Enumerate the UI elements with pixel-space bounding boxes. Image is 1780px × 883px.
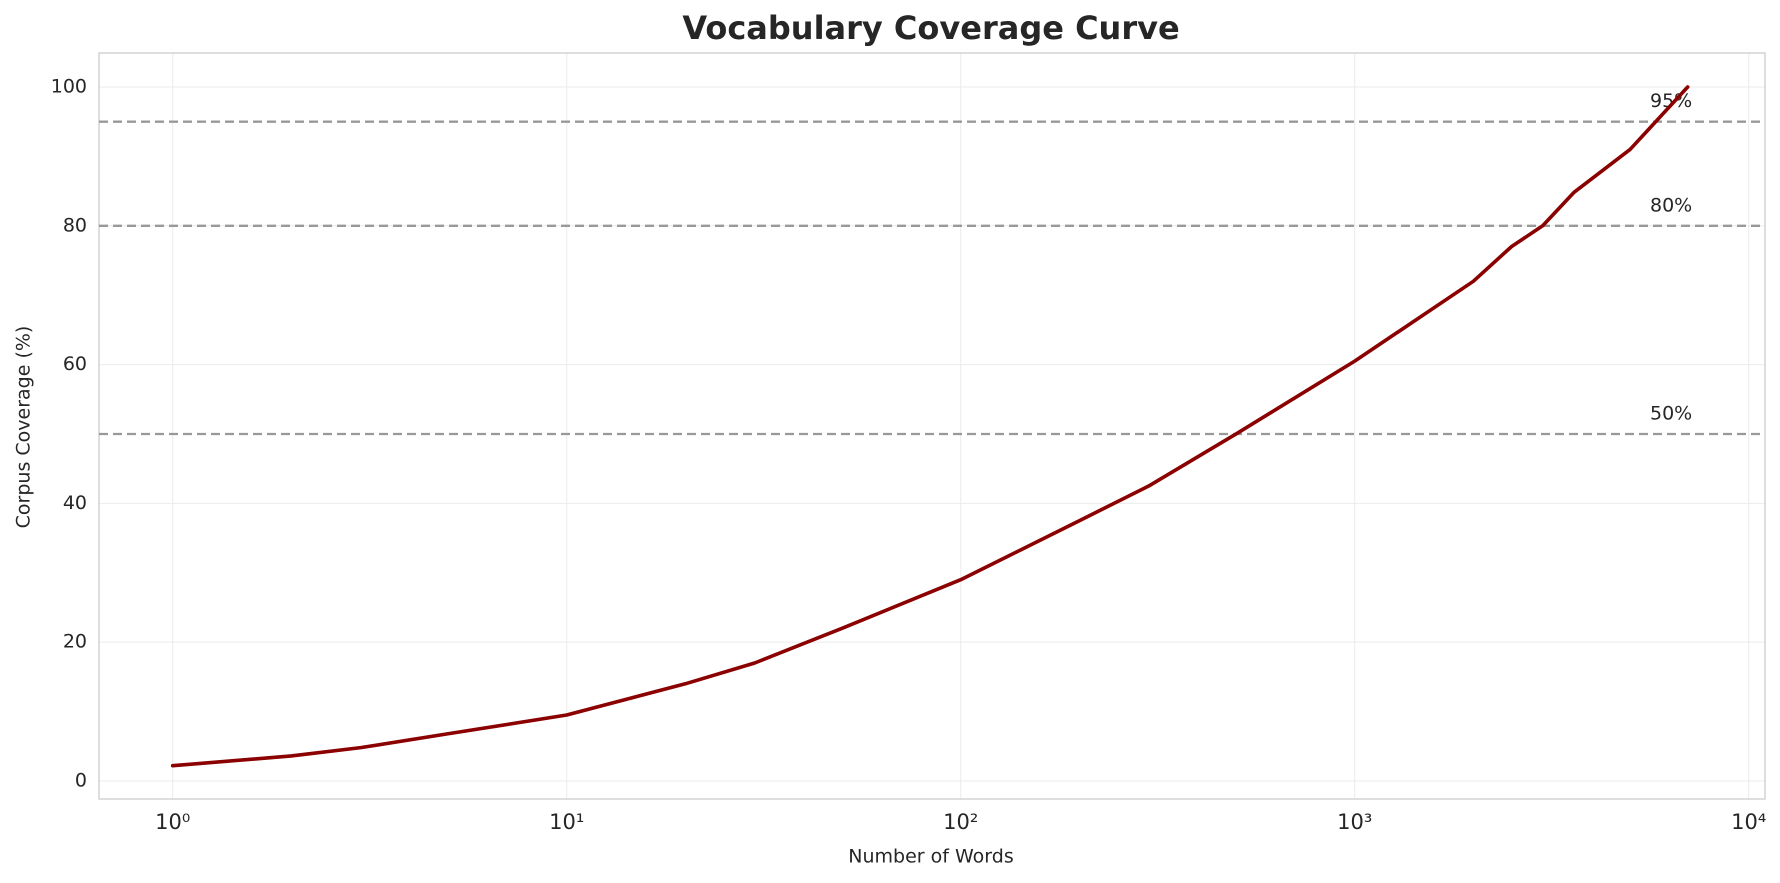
y-tick-label: 60 bbox=[63, 353, 87, 375]
y-tick-label: 0 bbox=[75, 769, 87, 791]
x-tick-label: 10⁰ bbox=[155, 810, 190, 834]
plot-frame bbox=[98, 52, 1766, 800]
y-axis-label: Corpus Coverage (%) bbox=[13, 326, 35, 529]
y-tick-label: 20 bbox=[63, 631, 87, 653]
y-tick-label: 80 bbox=[63, 214, 87, 236]
y-tick-label: 100 bbox=[51, 76, 87, 98]
reference-label: 95% bbox=[1650, 90, 1692, 112]
x-tick-label: 10⁴ bbox=[1731, 810, 1766, 834]
x-tick-label: 10¹ bbox=[549, 810, 584, 834]
chart-title: Vocabulary Coverage Curve bbox=[682, 9, 1179, 47]
data-line bbox=[170, 85, 1690, 768]
reference-label: 80% bbox=[1650, 194, 1692, 216]
x-tick-label: 10² bbox=[943, 810, 978, 834]
reference-label: 50% bbox=[1650, 402, 1692, 424]
x-tick-label: 10³ bbox=[1337, 810, 1372, 834]
x-axis-label: Number of Words bbox=[848, 846, 1013, 868]
y-tick-label: 40 bbox=[63, 492, 87, 514]
